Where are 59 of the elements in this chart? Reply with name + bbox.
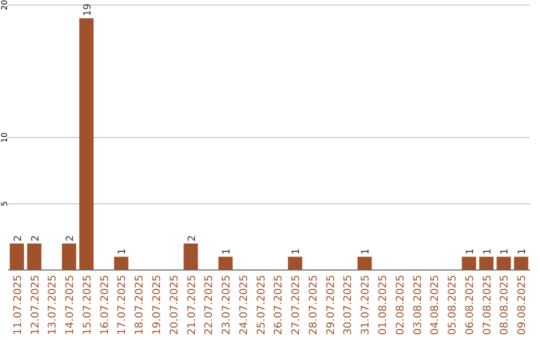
bar: [10, 244, 24, 270]
bar: [479, 256, 494, 270]
x-tick-label: 19.07.2025: [150, 274, 163, 335]
x-tick-label: 01.08.2025: [377, 274, 390, 335]
bar: [496, 256, 511, 270]
x-tick-label: 23.07.2025: [220, 274, 233, 335]
bar: [114, 256, 128, 270]
x-tick-label: 02.08.2025: [394, 274, 406, 335]
data-label: 1: [360, 248, 372, 255]
x-tick-label: 18.07.2025: [134, 274, 146, 335]
x-tick-label: 20.07.2025: [168, 274, 180, 335]
data-label: 2: [186, 235, 198, 242]
x-tick-label: 04.08.2025: [429, 274, 442, 335]
x-tick-label: 03.08.2025: [412, 274, 424, 335]
data-label: 1: [482, 248, 494, 255]
x-tick-label: 24.07.2025: [238, 274, 250, 335]
bar: [462, 256, 476, 270]
x-tick-label: 07.08.2025: [481, 274, 494, 335]
data-label: 2: [65, 235, 76, 242]
x-tick-label: 21.07.2025: [186, 274, 198, 335]
data-label: 19: [82, 4, 94, 16]
x-tick-label: 29.07.2025: [324, 274, 337, 335]
x-tick-label: 25.07.2025: [255, 274, 268, 335]
bar: [79, 18, 94, 270]
x-tick-label: 13.07.2025: [46, 274, 59, 335]
x-tick-label: 14.07.2025: [64, 274, 76, 335]
data-label: 1: [291, 248, 302, 255]
x-tick-label: 31.07.2025: [360, 274, 372, 335]
data-label: 1: [117, 248, 128, 255]
x-tick-label: 06.08.2025: [464, 274, 476, 335]
x-tick-label: 12.07.2025: [29, 274, 42, 335]
data-label: 1: [222, 248, 233, 255]
data-label: 1: [517, 248, 528, 255]
bar: [27, 244, 42, 270]
x-tick-label: 16.07.2025: [98, 274, 111, 335]
x-tick-label: 26.07.2025: [272, 274, 285, 335]
data-label: 1: [500, 248, 511, 255]
bar: [288, 256, 302, 270]
x-tick-label: 28.07.2025: [307, 274, 320, 335]
bar: [184, 244, 198, 270]
bar: [62, 244, 76, 270]
y-tick-label: 10: [0, 132, 9, 143]
data-label: 1: [464, 248, 476, 255]
x-tick-label: 09.08.2025: [516, 274, 528, 335]
x-tick-label: 15.07.2025: [81, 274, 94, 335]
x-tick-label: 05.08.2025: [446, 274, 459, 335]
x-tick-label: 08.08.2025: [498, 274, 511, 335]
x-tick-label: 11.07.2025: [12, 274, 24, 335]
x-tick-label: 17.07.2025: [116, 274, 128, 335]
y-tick-label: 20: [0, 0, 9, 10]
x-tick-label: 27.07.2025: [290, 274, 302, 335]
y-tick-label: 5: [0, 201, 9, 206]
bar: [358, 256, 372, 270]
x-tick-label: 22.07.2025: [203, 274, 216, 335]
bar: [514, 256, 528, 270]
data-label: 2: [30, 235, 42, 242]
bar: [218, 256, 233, 270]
data-label: 2: [12, 235, 24, 242]
x-tick-label: 30.07.2025: [342, 274, 354, 335]
